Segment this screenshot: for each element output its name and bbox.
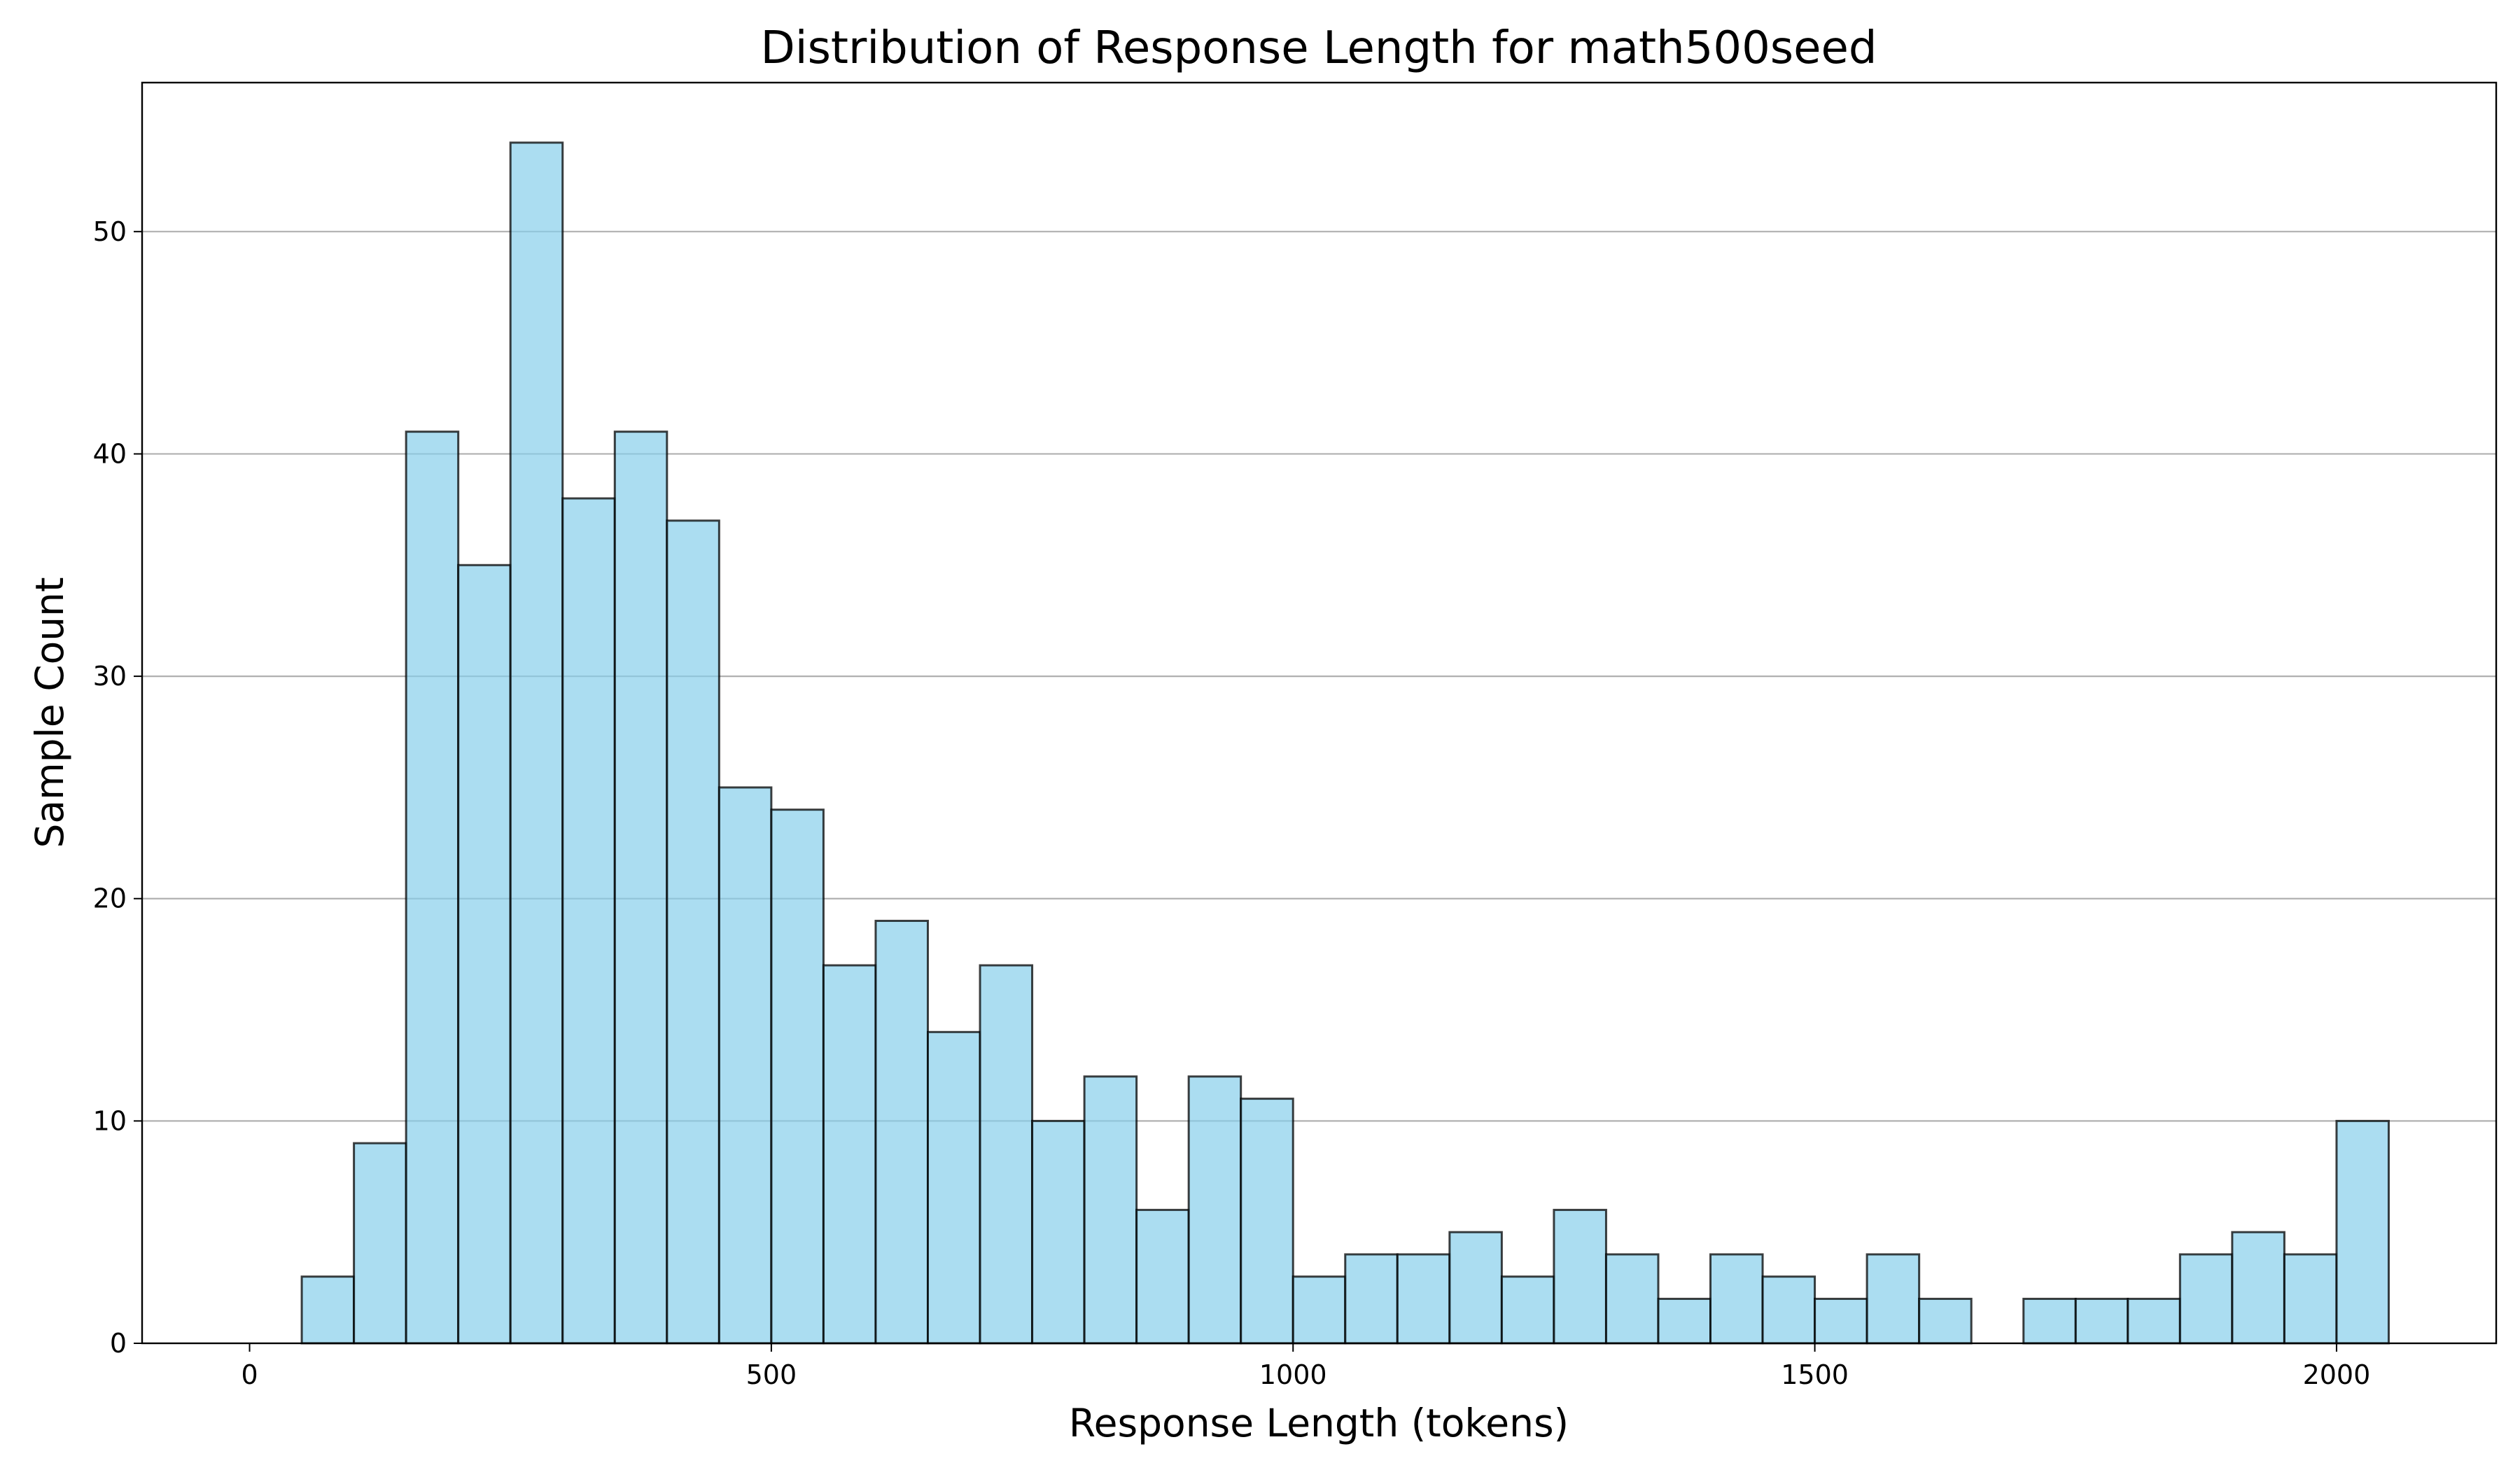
histogram-bar xyxy=(1604,1253,1660,1345)
y-tick-label: 10 xyxy=(93,1105,127,1136)
x-tick-label: 500 xyxy=(746,1359,797,1390)
histogram-bar xyxy=(926,1030,981,1345)
histogram-bar xyxy=(1865,1253,1921,1345)
y-axis-ticks: 0 10 20 30 40 50 xyxy=(93,216,142,1359)
histogram-bar xyxy=(822,964,877,1345)
histogram-bar xyxy=(2335,1119,2390,1345)
histogram-bar xyxy=(666,519,720,1345)
histogram-bar xyxy=(2022,1297,2077,1345)
histogram-bar xyxy=(1187,1075,1242,1345)
histogram-bar xyxy=(1918,1297,1973,1345)
histogram-bar xyxy=(979,964,1034,1345)
histogram-bar xyxy=(1657,1297,1712,1345)
histogram-bar xyxy=(1135,1208,1190,1345)
histogram-bar xyxy=(2074,1297,2129,1345)
y-tick-label: 40 xyxy=(93,438,127,469)
histogram-bar xyxy=(1709,1253,1764,1345)
histogram-bar xyxy=(561,497,616,1345)
x-tick-label: 2000 xyxy=(2303,1359,2371,1390)
plot-frame xyxy=(141,81,2498,1345)
x-tick-label: 1500 xyxy=(1781,1359,1849,1390)
y-tick-label: 0 xyxy=(110,1328,127,1359)
histogram-bar xyxy=(1814,1297,1868,1345)
histogram-bar xyxy=(770,808,825,1345)
histogram-bar xyxy=(874,919,929,1345)
histogram-bar xyxy=(509,141,564,1345)
histogram-bar xyxy=(1448,1231,1503,1345)
y-tick-label: 50 xyxy=(93,216,127,247)
y-tick-label: 30 xyxy=(93,661,127,692)
histogram-bar xyxy=(1344,1253,1399,1345)
histogram-bar xyxy=(2178,1253,2234,1345)
y-axis-label: Sample Count xyxy=(27,577,72,848)
histogram-bar xyxy=(1083,1075,1138,1345)
bars xyxy=(300,141,2390,1345)
histogram-bar xyxy=(2231,1231,2286,1345)
histogram-bar xyxy=(1761,1275,1816,1345)
histogram-bar xyxy=(353,1142,407,1345)
histogram-bar xyxy=(300,1275,356,1345)
histogram-bar xyxy=(2127,1297,2181,1345)
x-axis-label: Response Length (tokens) xyxy=(1069,1401,1569,1446)
x-tick-label: 1000 xyxy=(1259,1359,1327,1390)
histogram-bar xyxy=(1553,1208,1607,1345)
x-tick-label: 0 xyxy=(241,1359,258,1390)
x-axis-ticks: 0 500 1000 1500 2000 xyxy=(241,1343,2370,1390)
histogram-bar xyxy=(718,786,773,1345)
chart-title: Distribution of Response Length for math… xyxy=(761,22,1877,74)
histogram-bar xyxy=(613,430,668,1345)
histogram-bar xyxy=(2283,1253,2338,1345)
histogram-bar xyxy=(1500,1275,1555,1345)
histogram-bar xyxy=(405,430,460,1345)
histogram-bar xyxy=(1396,1253,1451,1345)
histogram-bar xyxy=(1031,1119,1086,1345)
y-tick-label: 20 xyxy=(93,883,127,914)
histogram-bar xyxy=(1292,1275,1347,1345)
histogram-bar xyxy=(1240,1098,1294,1345)
histogram-bar xyxy=(457,564,512,1345)
